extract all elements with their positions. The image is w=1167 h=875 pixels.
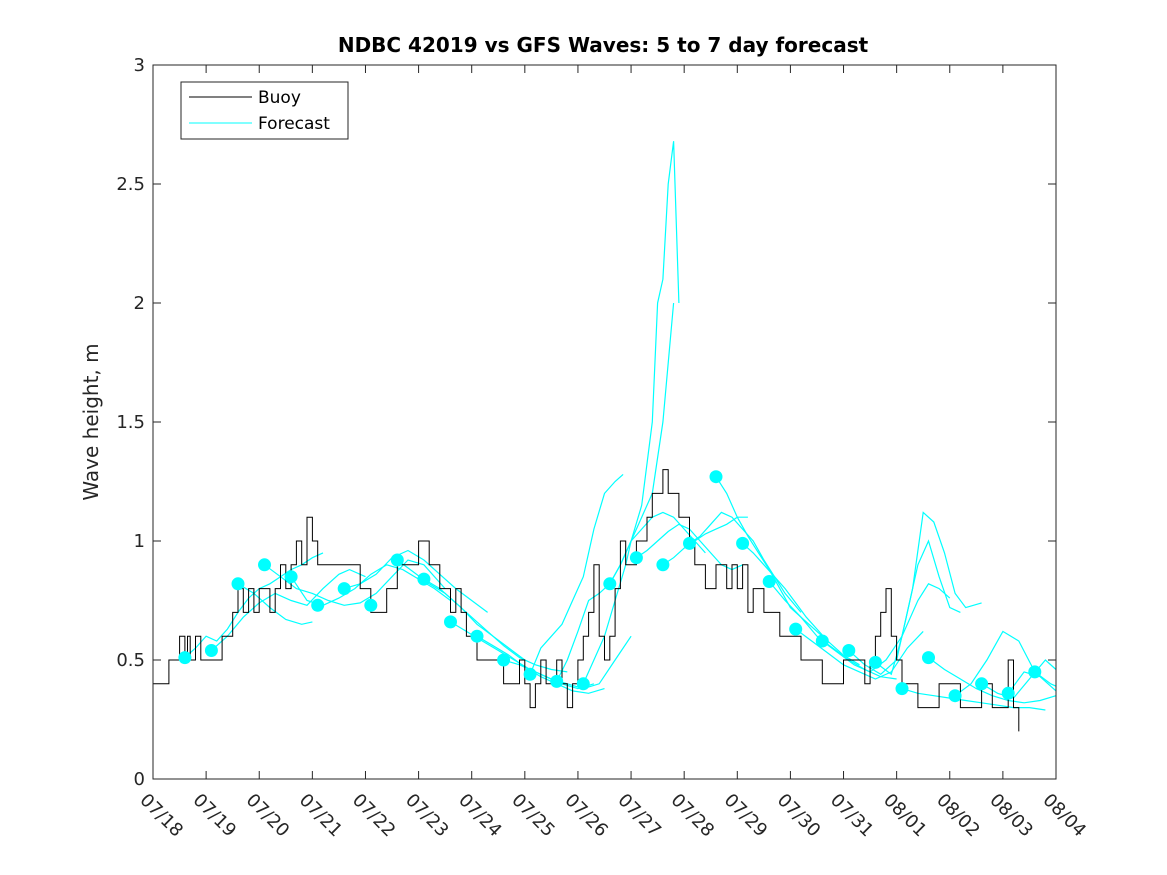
x-tick-label: 07/26 [560, 790, 612, 842]
x-tick-label: 07/18 [135, 790, 187, 842]
y-tick-label: 3 [134, 55, 145, 76]
y-tick-label: 1.5 [116, 412, 145, 433]
legend-buoy-label: Buoy [258, 88, 301, 108]
forecast-marker [895, 682, 909, 696]
forecast-marker [922, 651, 935, 665]
buoy-line-group [153, 469, 1020, 732]
y-axis-label: Wave height, m [79, 343, 103, 500]
forecast-marker [470, 629, 484, 643]
y-axis-ticks: 0 0.5 1 1.5 2 2.5 3 [116, 55, 1056, 790]
forecast-marker [258, 558, 271, 572]
forecast-marker [736, 536, 750, 550]
x-axis-ticks: 07/18 07/19 07/20 07/21 07/22 07/23 07/24 07/25… [135, 65, 1090, 841]
buoy-line [153, 469, 1020, 732]
forecast-lines [184, 141, 1057, 711]
forecast-markers [178, 470, 1042, 703]
forecast-marker [337, 582, 351, 596]
forecast-marker [231, 577, 245, 591]
forecast-marker [311, 598, 325, 612]
x-tick-label: 07/28 [667, 790, 719, 842]
y-tick-label: 0 [134, 769, 145, 790]
forecast-line [954, 630, 1057, 697]
y-tick-label: 1 [134, 531, 145, 552]
plot-frame [152, 64, 1057, 780]
forecast-marker [444, 615, 457, 629]
x-tick-label: 07/23 [401, 790, 453, 842]
forecast-line [742, 542, 860, 666]
forecast-line [689, 511, 802, 613]
legend: Buoy Forecast [180, 81, 349, 140]
forecast-marker [497, 653, 511, 667]
forecast-line [795, 628, 924, 680]
y-tick-label: 0.5 [116, 650, 145, 671]
chart-title: NDBC 42019 vs GFS Waves: 5 to 7 day fore… [338, 33, 869, 57]
forecast-marker [842, 644, 856, 657]
forecast-marker [603, 577, 617, 591]
forecast-line [264, 559, 446, 606]
forecast-marker [975, 677, 989, 691]
x-tick-label: 08/02 [932, 790, 984, 842]
forecast-marker [656, 558, 670, 572]
x-tick-label: 08/03 [985, 790, 1037, 842]
y-tick-label: 2 [134, 293, 145, 314]
forecast-marker [789, 622, 803, 636]
forecast-marker [948, 689, 962, 703]
forecast-marker [390, 553, 404, 567]
x-tick-label: 07/27 [614, 790, 666, 842]
x-tick-label: 07/25 [507, 790, 559, 842]
forecast-marker [762, 575, 776, 588]
forecast-marker [868, 655, 882, 669]
forecast-marker [550, 674, 564, 688]
forecast-line [582, 141, 680, 685]
forecast-line [503, 635, 632, 690]
x-tick-label: 07/31 [826, 790, 878, 842]
x-tick-label: 07/21 [295, 790, 347, 842]
forecast-line [768, 581, 897, 680]
forecast-line [529, 473, 624, 675]
forecast-marker [204, 644, 218, 657]
forecast-marker [523, 667, 537, 681]
forecast-marker [417, 572, 431, 586]
x-tick-label: 07/22 [348, 790, 400, 842]
forecast-marker [709, 470, 723, 484]
forecast-line [821, 583, 951, 673]
x-tick-label: 08/04 [1038, 790, 1090, 842]
forecast-marker [1028, 665, 1042, 679]
forecast-marker [364, 598, 378, 612]
forecast-line [423, 578, 568, 673]
x-tick-label: 08/01 [879, 790, 931, 842]
forecast-marker [815, 634, 829, 648]
x-tick-label: 07/29 [720, 790, 772, 842]
forecast-marker [576, 677, 590, 691]
forecast-line [981, 659, 1057, 699]
forecast-line [237, 583, 313, 625]
legend-forecast-label: Forecast [258, 114, 330, 134]
forecast-marker [284, 570, 298, 584]
forecast-marker [1001, 686, 1015, 700]
forecast-marker [178, 651, 192, 665]
forecast-line [848, 539, 961, 676]
forecast-line [662, 516, 748, 566]
x-tick-label: 07/24 [454, 790, 506, 842]
forecast-marker [683, 536, 696, 550]
forecast-line [450, 621, 595, 690]
x-tick-label: 07/19 [189, 790, 241, 842]
forecast-line [901, 688, 1046, 711]
legend-box [180, 81, 349, 140]
forecast-line [211, 568, 366, 651]
forecast-marker [629, 551, 643, 565]
x-tick-label: 07/20 [242, 790, 294, 842]
y-tick-label: 2.5 [116, 174, 145, 195]
forecast-line [344, 549, 488, 613]
x-tick-label: 07/30 [773, 790, 825, 842]
